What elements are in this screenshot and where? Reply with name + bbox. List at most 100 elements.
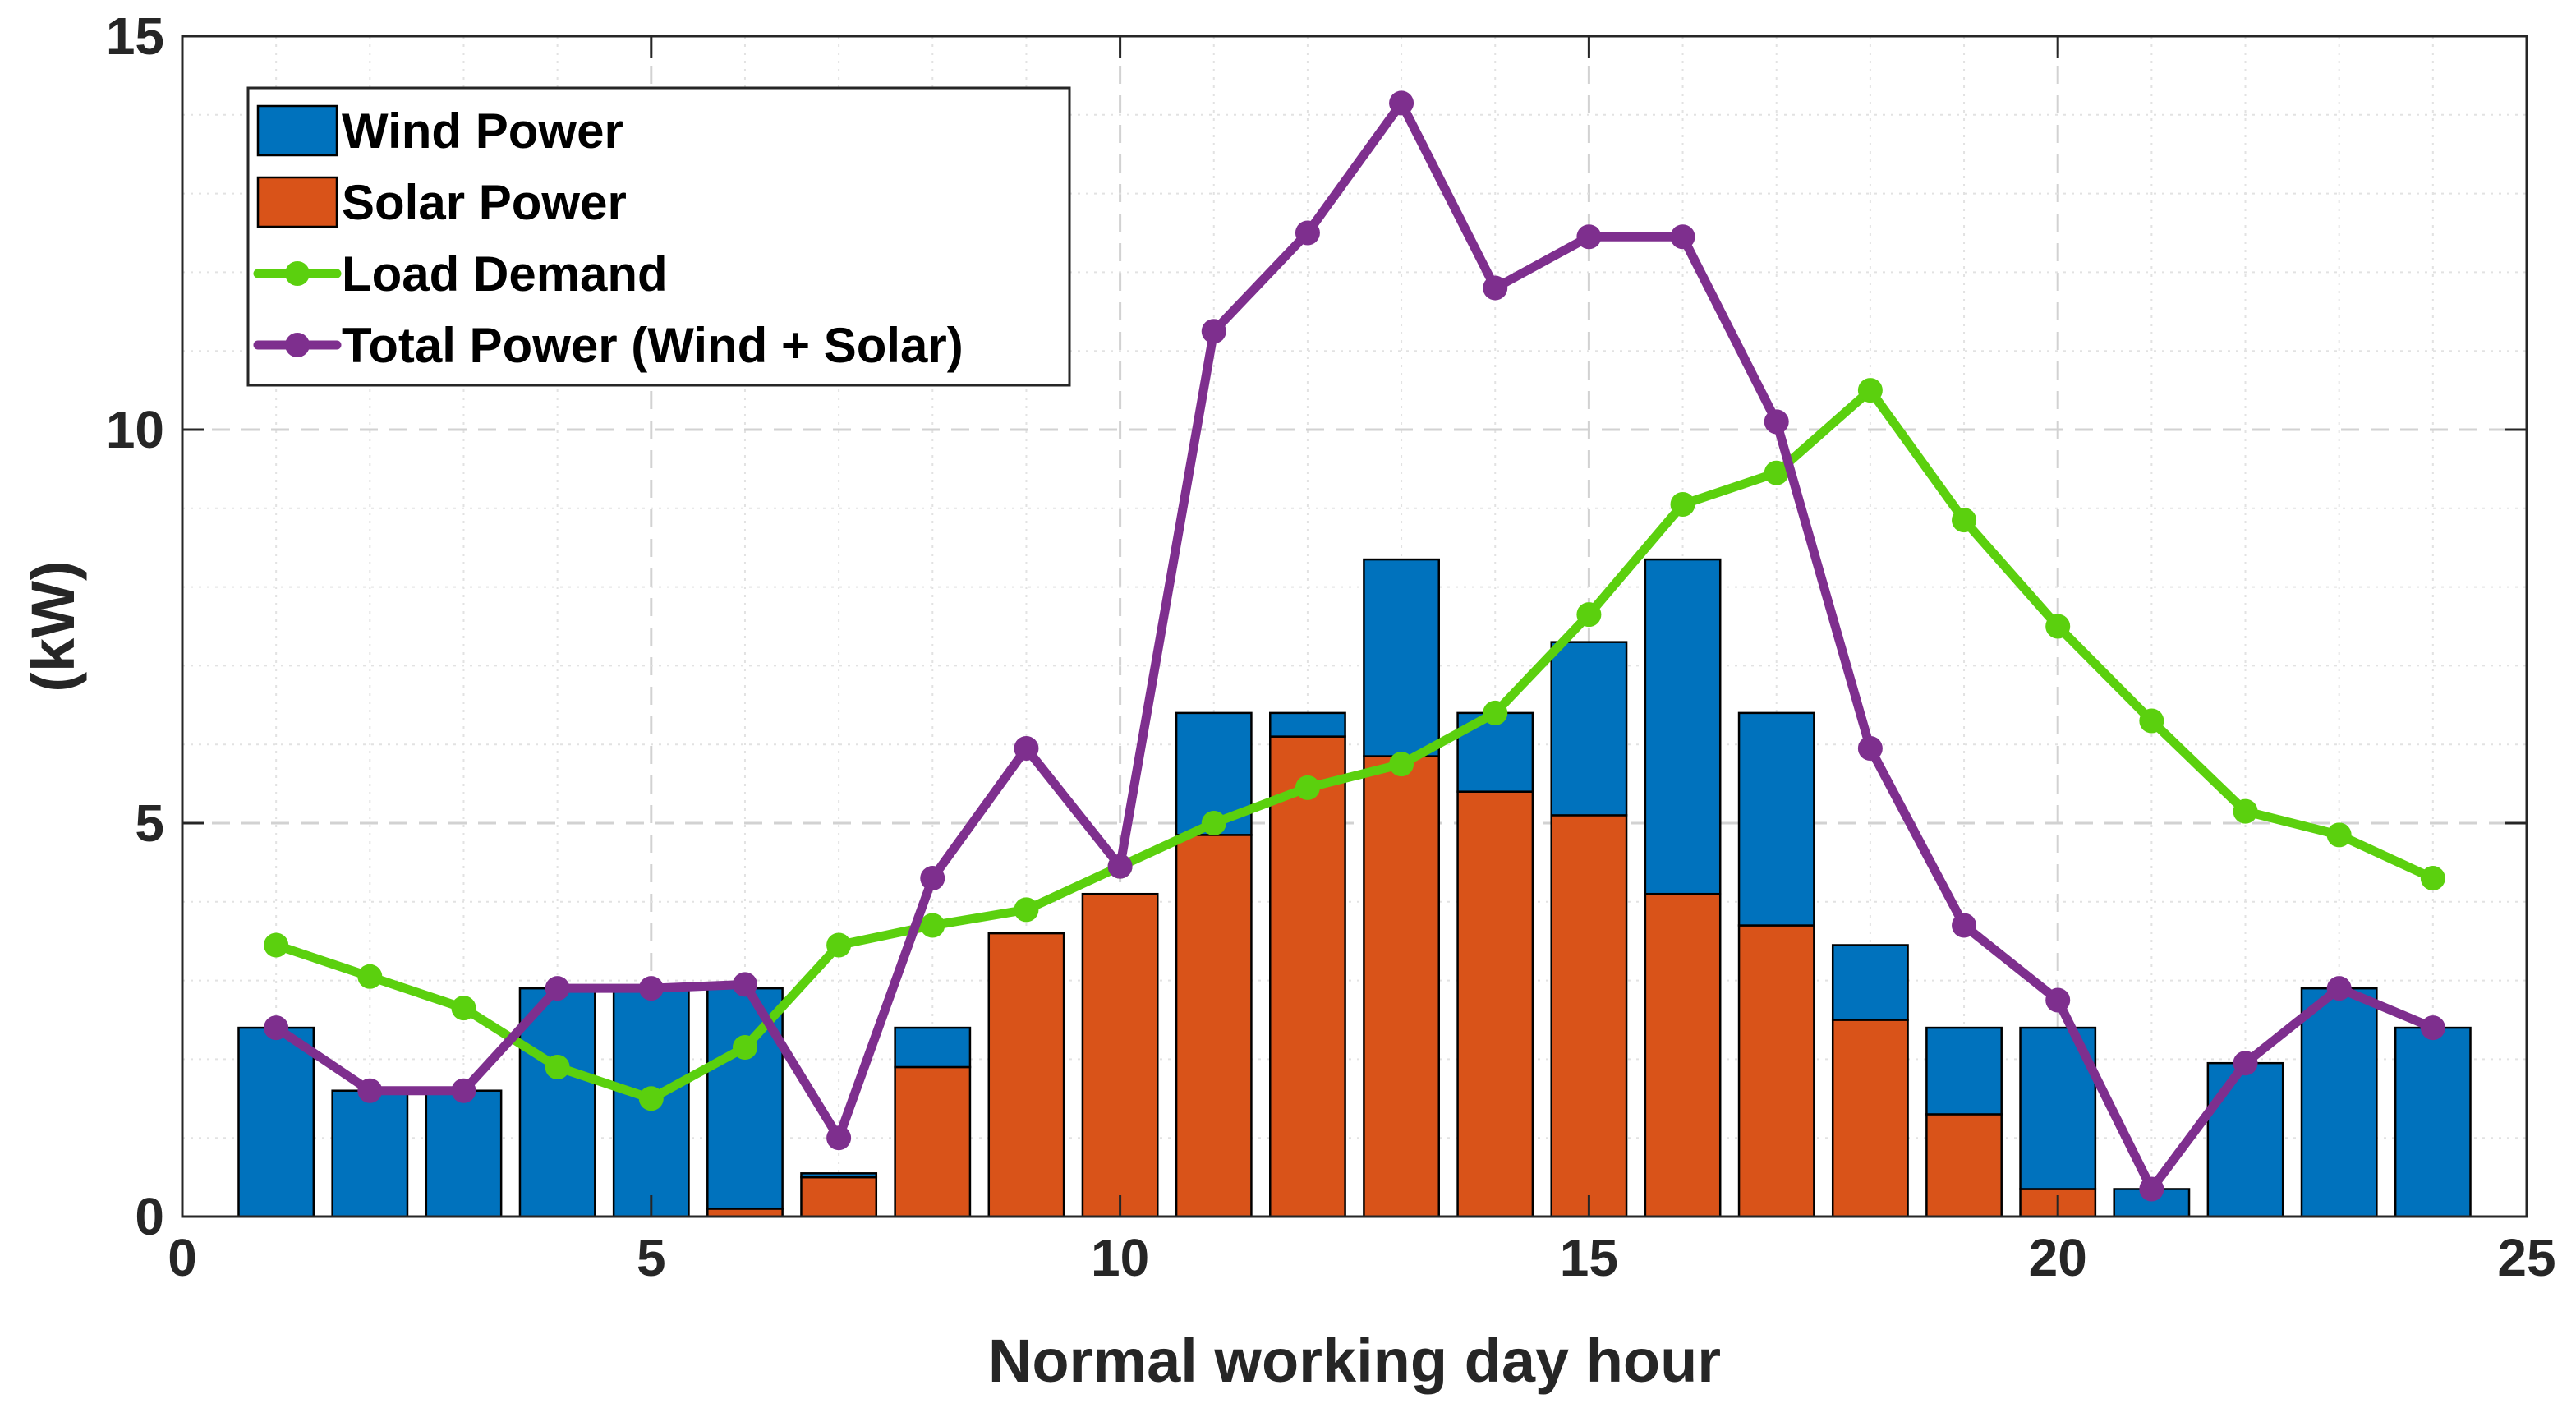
bar-solar-power (800, 1176, 878, 1218)
point-load-demand (1389, 752, 1414, 777)
bar-wind-power (612, 987, 690, 1218)
bar-wind-power (1831, 944, 1909, 1021)
point-total-power-wind-solar (1764, 409, 1789, 435)
point-load-demand (451, 996, 476, 1021)
legend: Wind Power Solar Power Load Demand Total Po… (246, 86, 1071, 387)
legend-label-load-demand: Load Demand (342, 246, 668, 301)
point-load-demand (2233, 798, 2258, 824)
bars (237, 558, 2472, 1218)
point-total-power-wind-solar (1295, 220, 1320, 246)
x-tick-label: 15 (1560, 1228, 1618, 1287)
point-load-demand (2045, 614, 2071, 639)
point-load-demand (1857, 378, 1883, 403)
x-tick-label: 0 (168, 1228, 197, 1287)
bar-wind-power (1363, 558, 1440, 757)
bar-wind-power (2300, 987, 2378, 1218)
point-total-power-wind-solar (451, 1078, 476, 1103)
bar-wind-power (2394, 1026, 2472, 1218)
point-total-power-wind-solar (357, 1078, 383, 1103)
point-total-power-wind-solar (2139, 1176, 2164, 1202)
bar-wind-power (894, 1026, 972, 1069)
bar-wind-power (425, 1089, 503, 1218)
bar-solar-power (1175, 834, 1253, 1218)
bar-wind-power (518, 987, 596, 1218)
bar-solar-power (1644, 892, 1722, 1218)
point-load-demand (1952, 508, 1977, 533)
bar-wind-power (2206, 1061, 2284, 1218)
bar-solar-power (1081, 892, 1159, 1218)
bar-wind-power (331, 1089, 409, 1218)
bar-wind-power (1550, 641, 1628, 817)
point-load-demand (1764, 460, 1789, 485)
x-tick-label: 5 (637, 1228, 666, 1287)
ticks: 0 5 10 15 20 25 0 5 10 15 (106, 7, 2556, 1287)
x-tick-label: 25 (2497, 1228, 2555, 1287)
point-load-demand (1295, 775, 1320, 800)
point-total-power-wind-solar (1576, 224, 1602, 250)
point-load-demand (2139, 708, 2164, 734)
y-tick-label: 0 (135, 1187, 164, 1246)
bar-solar-power (1269, 735, 1346, 1218)
legend-marker-load-demand (285, 261, 310, 286)
point-total-power-wind-solar (826, 1125, 852, 1151)
bar-solar-power (987, 932, 1065, 1218)
x-tick-label: 20 (2029, 1228, 2087, 1287)
point-total-power-wind-solar (1389, 90, 1414, 116)
point-total-power-wind-solar (1857, 735, 1883, 761)
legend-box (246, 86, 1071, 387)
bar-solar-power (1363, 755, 1440, 1218)
line-load-demand (271, 385, 2438, 1103)
legend-label-wind-power: Wind Power (342, 104, 623, 159)
y-axis-title: (kW) (19, 560, 87, 692)
bar-wind-power (1737, 711, 1815, 927)
point-total-power-wind-solar (2420, 1015, 2445, 1041)
point-total-power-wind-solar (1670, 224, 1695, 250)
plot-frame (181, 35, 2528, 1218)
y-tick-label: 15 (106, 7, 164, 66)
bar-wind-power (1644, 558, 1722, 895)
point-total-power-wind-solar (264, 1015, 289, 1041)
point-load-demand (732, 1035, 757, 1061)
point-load-demand (1670, 492, 1695, 518)
point-total-power-wind-solar (1952, 913, 1977, 938)
bar-solar-power (894, 1065, 972, 1218)
point-total-power-wind-solar (920, 866, 945, 891)
x-tick-label: 10 (1091, 1228, 1149, 1287)
bar-solar-power (1831, 1019, 1909, 1218)
point-total-power-wind-solar (1483, 275, 1508, 301)
point-total-power-wind-solar (732, 972, 757, 997)
bar-wind-power (1925, 1026, 2003, 1116)
legend-label-solar-power: Solar Power (342, 175, 627, 230)
bar-wind-power (237, 1026, 315, 1218)
legend-swatch-wind-power (256, 104, 338, 157)
bar-solar-power (1737, 924, 1815, 1218)
bar-solar-power (1456, 790, 1534, 1218)
legend-marker-total-power-wind-solar (285, 333, 310, 357)
line-total-power-wind-solar (271, 98, 2438, 1194)
point-load-demand (1576, 602, 1602, 628)
point-load-demand (1201, 811, 1226, 835)
point-total-power-wind-solar (1107, 854, 1133, 879)
legend-label-total-power-wind-solar: Total Power (Wind + Solar) (342, 318, 964, 373)
point-total-power-wind-solar (2326, 976, 2352, 1001)
y-tick-label: 10 (106, 400, 164, 459)
bar-solar-power (1550, 814, 1628, 1218)
point-total-power-wind-solar (2045, 987, 2071, 1013)
point-total-power-wind-solar (545, 976, 570, 1001)
bar-wind-power (1269, 711, 1346, 738)
point-total-power-wind-solar (1201, 319, 1226, 344)
point-load-demand (357, 964, 383, 989)
y-tick-label: 5 (135, 794, 164, 853)
bar-wind-power (706, 987, 784, 1210)
point-load-demand (545, 1054, 570, 1079)
point-total-power-wind-solar (2233, 1051, 2258, 1076)
point-load-demand (2326, 822, 2352, 848)
point-total-power-wind-solar (1014, 735, 1039, 761)
point-load-demand (920, 913, 945, 938)
point-total-power-wind-solar (638, 976, 664, 1001)
bar-wind-power (800, 1172, 878, 1179)
point-load-demand (638, 1086, 664, 1111)
point-load-demand (264, 932, 289, 958)
legend-swatch-solar-power (256, 176, 338, 228)
